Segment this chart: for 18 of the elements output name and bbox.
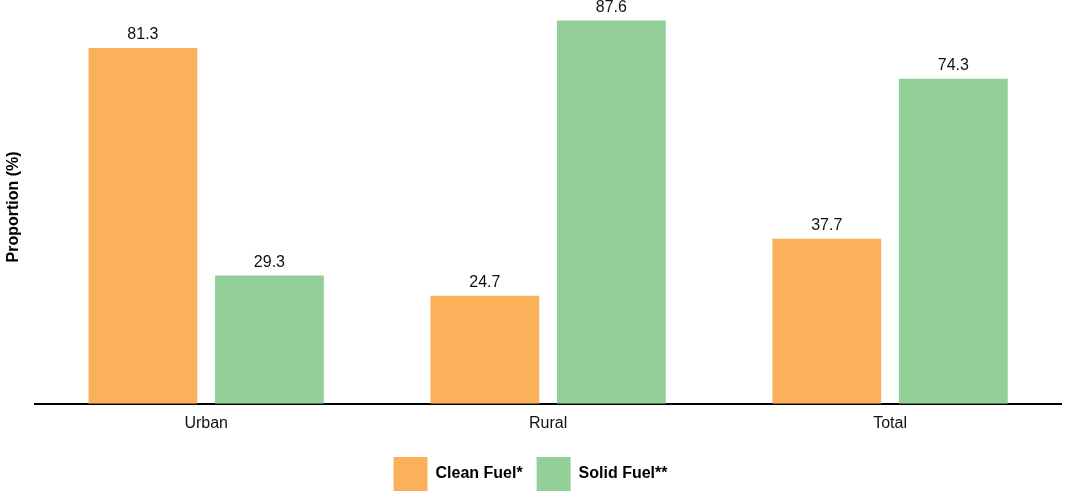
bar — [430, 295, 540, 404]
data-label: 74.3 — [937, 56, 969, 74]
bar — [215, 275, 324, 404]
data-label: 37.7 — [811, 216, 843, 234]
legend-label: Clean Fuel* — [435, 464, 524, 482]
bar — [772, 238, 882, 404]
data-label: 29.3 — [253, 253, 286, 270]
data-label: 87.6 — [595, 0, 628, 15]
data-label: 24.7 — [469, 273, 501, 291]
x-tick-label: Total — [873, 413, 907, 431]
legend-label: Solid Fuel** — [578, 464, 669, 482]
x-tick-label: Urban — [184, 413, 228, 431]
data-label: 81.3 — [127, 25, 159, 43]
y-axis-title: Proportion (%) — [4, 151, 22, 263]
x-tick-label: Rural — [528, 413, 568, 431]
bar — [898, 78, 1008, 404]
bar — [556, 20, 666, 404]
bar — [88, 48, 198, 404]
